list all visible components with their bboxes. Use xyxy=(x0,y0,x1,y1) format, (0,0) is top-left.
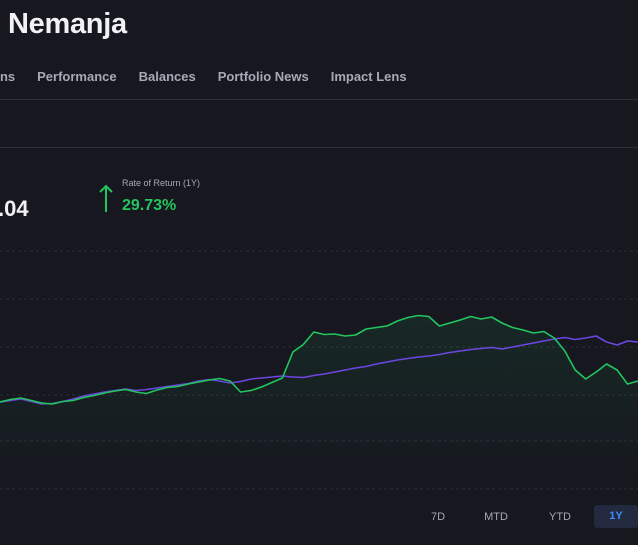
tab-portfolio-news[interactable]: Portfolio News xyxy=(217,69,309,84)
benchmark-series-line xyxy=(0,335,638,405)
range-1y-button[interactable]: 1Y xyxy=(594,505,638,528)
rate-of-return-value: 29.73% xyxy=(122,197,177,214)
nav-divider xyxy=(0,99,638,100)
range-ytd-button[interactable]: YTD xyxy=(549,511,571,523)
balance-value: .04 xyxy=(0,196,29,221)
portfolio-series-area xyxy=(0,315,638,490)
section-divider xyxy=(0,147,638,148)
performance-chart xyxy=(0,250,638,490)
rate-of-return-label: Rate of Return (1Y) xyxy=(122,178,201,188)
range-mtd-button[interactable]: MTD xyxy=(484,511,508,523)
arrow-up-icon xyxy=(99,184,113,212)
tab-transactions[interactable]: ons xyxy=(0,69,16,84)
tab-impact-lens[interactable]: Impact Lens xyxy=(330,69,407,84)
range-7d-button[interactable]: 7D xyxy=(430,511,446,523)
nav-tabs: ons Performance Balances Portfolio News … xyxy=(0,69,429,85)
tab-balances[interactable]: Balances xyxy=(138,69,196,84)
page-title: Nemanja xyxy=(8,8,127,40)
portfolio-series-line xyxy=(0,314,638,405)
tab-performance[interactable]: Performance xyxy=(37,69,117,84)
